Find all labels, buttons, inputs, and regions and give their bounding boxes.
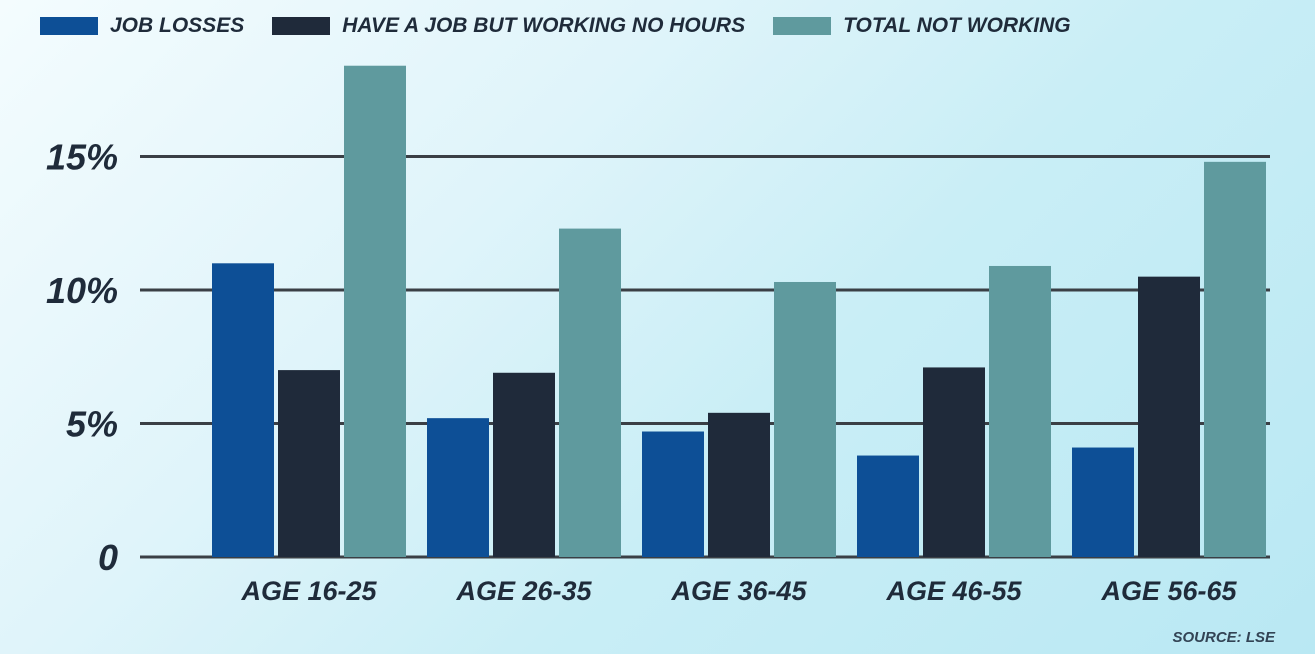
bar xyxy=(1204,161,1266,557)
legend-swatch-job-losses xyxy=(40,17,98,35)
bar xyxy=(774,281,836,557)
bar xyxy=(1072,447,1134,557)
bar xyxy=(923,367,985,557)
y-tick-label: 5% xyxy=(66,404,118,445)
bar xyxy=(212,263,274,557)
legend-swatch-no-hours xyxy=(272,17,331,35)
bar xyxy=(493,372,555,557)
x-tick-label: AGE 46-55 xyxy=(885,576,1022,606)
bar xyxy=(427,418,489,557)
x-tick-label: AGE 56-65 xyxy=(1100,576,1237,606)
legend-item-job-losses: JOB LOSSES xyxy=(40,14,244,38)
bar xyxy=(708,412,770,557)
x-tick-label: AGE 36-45 xyxy=(670,576,807,606)
bar xyxy=(344,65,406,557)
legend-item-no-hours: HAVE A JOB BUT WORKING NO HOURS xyxy=(272,14,745,38)
bar xyxy=(278,370,340,557)
x-tick-label: AGE 26-35 xyxy=(455,576,592,606)
bar xyxy=(559,228,621,557)
source-label: SOURCE: LSE xyxy=(1172,629,1275,646)
bar xyxy=(857,455,919,557)
bar xyxy=(989,265,1051,557)
y-tick-label: 10% xyxy=(46,270,118,311)
legend-label-job-losses: JOB LOSSES xyxy=(110,14,245,37)
legend: JOB LOSSES HAVE A JOB BUT WORKING NO HOU… xyxy=(40,14,1099,38)
bar xyxy=(642,431,704,557)
legend-label-total-not-working: TOTAL NOT WORKING xyxy=(843,14,1071,37)
x-tick-label: AGE 16-25 xyxy=(240,576,377,606)
legend-item-total-not-working: TOTAL NOT WORKING xyxy=(773,14,1071,38)
legend-swatch-total-not-working xyxy=(773,17,832,35)
legend-label-no-hours: HAVE A JOB BUT WORKING NO HOURS xyxy=(342,14,746,37)
bar xyxy=(1138,276,1200,557)
y-tick-label: 15% xyxy=(46,137,118,178)
y-tick-label: 0 xyxy=(98,537,118,578)
